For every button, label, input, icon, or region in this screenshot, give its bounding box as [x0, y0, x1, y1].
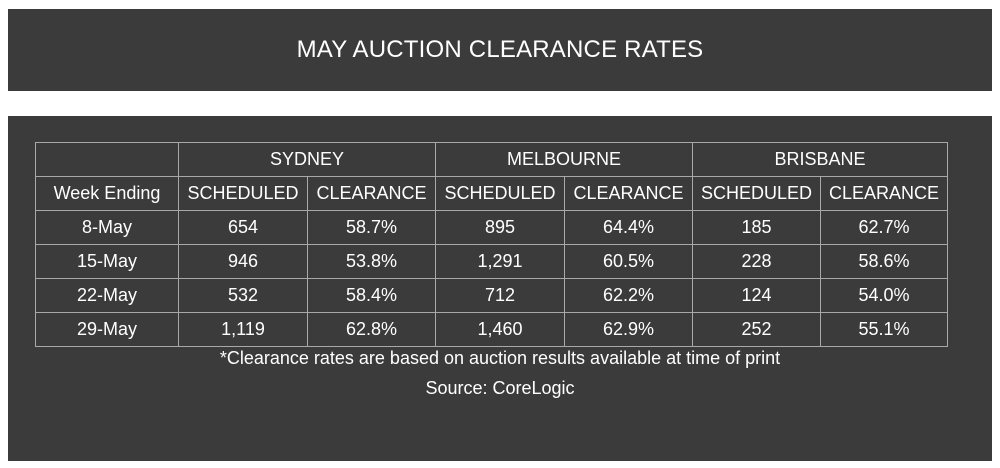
title-banner: MAY AUCTION CLEARANCE RATES — [8, 9, 992, 91]
value-cell: 62.9% — [564, 312, 693, 347]
value-cell: 1,460 — [435, 312, 565, 347]
city-header-sydney: SYDNEY — [178, 142, 436, 177]
week-cell: 8-May — [35, 210, 179, 245]
table-row: 29-May 1,119 62.8% 1,460 62.9% 252 55.1% — [35, 312, 948, 347]
clearance-header: CLEARANCE — [820, 176, 948, 211]
table-row: 22-May 532 58.4% 712 62.2% 124 54.0% — [35, 278, 948, 313]
corner-cell — [35, 142, 179, 177]
value-cell: 712 — [435, 278, 565, 313]
value-cell: 1,119 — [178, 312, 308, 347]
value-cell: 895 — [435, 210, 565, 245]
week-cell: 15-May — [35, 244, 179, 279]
table-row: 15-May 946 53.8% 1,291 60.5% 228 58.6% — [35, 244, 948, 279]
city-header-row: SYDNEY MELBOURNE BRISBANE — [35, 142, 948, 177]
scheduled-header: SCHEDULED — [435, 176, 565, 211]
table-panel: SYDNEY MELBOURNE BRISBANE Week Ending SC… — [8, 116, 992, 461]
value-cell: 62.7% — [820, 210, 948, 245]
value-cell: 60.5% — [564, 244, 693, 279]
clearance-table: SYDNEY MELBOURNE BRISBANE Week Ending SC… — [35, 142, 948, 347]
value-cell: 185 — [692, 210, 821, 245]
value-cell: 532 — [178, 278, 308, 313]
week-ending-header: Week Ending — [35, 176, 179, 211]
value-cell: 252 — [692, 312, 821, 347]
column-header-row: Week Ending SCHEDULED CLEARANCE SCHEDULE… — [35, 176, 948, 211]
page-title: MAY AUCTION CLEARANCE RATES — [296, 36, 704, 63]
value-cell: 58.6% — [820, 244, 948, 279]
value-cell: 53.8% — [307, 244, 436, 279]
value-cell: 58.4% — [307, 278, 436, 313]
value-cell: 654 — [178, 210, 308, 245]
clearance-header: CLEARANCE — [564, 176, 693, 211]
city-header-melbourne: MELBOURNE — [435, 142, 693, 177]
value-cell: 124 — [692, 278, 821, 313]
week-cell: 29-May — [35, 312, 179, 347]
value-cell: 55.1% — [820, 312, 948, 347]
value-cell: 62.2% — [564, 278, 693, 313]
table-row: 8-May 654 58.7% 895 64.4% 185 62.7% — [35, 210, 948, 245]
value-cell: 54.0% — [820, 278, 948, 313]
city-header-brisbane: BRISBANE — [692, 142, 948, 177]
footnote: *Clearance rates are based on auction re… — [219, 348, 781, 368]
value-cell: 946 — [178, 244, 308, 279]
value-cell: 1,291 — [435, 244, 565, 279]
value-cell: 228 — [692, 244, 821, 279]
source-note: Source: CoreLogic — [425, 378, 575, 398]
value-cell: 64.4% — [564, 210, 693, 245]
value-cell: 58.7% — [307, 210, 436, 245]
scheduled-header: SCHEDULED — [692, 176, 821, 211]
clearance-header: CLEARANCE — [307, 176, 436, 211]
value-cell: 62.8% — [307, 312, 436, 347]
scheduled-header: SCHEDULED — [178, 176, 308, 211]
week-cell: 22-May — [35, 278, 179, 313]
